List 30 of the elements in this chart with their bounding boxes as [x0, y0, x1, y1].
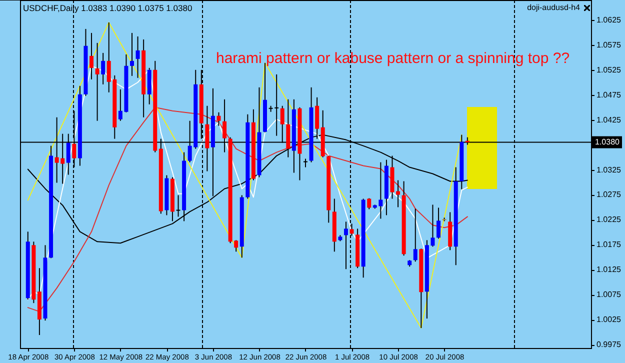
y-tick-label: 1.0425 [596, 115, 622, 124]
y-tick-label: 1.0275 [596, 190, 622, 200]
candlestick [436, 207, 441, 240]
y-tick-label: 1.0625 [596, 15, 622, 24]
candlestick [413, 208, 418, 262]
y-tick-label: 1.0025 [596, 315, 622, 324]
y-tick-label: 1.0125 [596, 265, 622, 274]
candlestick [350, 223, 354, 236]
y-tick-label: 1.0225 [596, 215, 622, 224]
y-tick-label: 1.0475 [596, 90, 622, 100]
line-series [27, 22, 462, 329]
y-tick-label: 1.0525 [596, 65, 622, 74]
ref-line-label: 1.0380 [595, 137, 620, 146]
candlestick [136, 36, 140, 78]
y-tick-label: 0.9975 [596, 340, 622, 350]
candlestick [90, 32, 94, 80]
annotation: doji-audusd-h4 [527, 3, 581, 12]
candlestick [367, 198, 372, 210]
y-tick-label: 1.0575 [596, 40, 622, 50]
y-tick-label: 1.0325 [596, 165, 622, 174]
annotation: harami pattern or kabuse pattern or a spinning top ?? [216, 50, 570, 67]
y-tick-label: 1.0075 [596, 290, 622, 300]
candlestick [101, 52, 106, 85]
line-series [27, 106, 468, 312]
candlestick [130, 32, 134, 76]
candlestick [344, 221, 348, 270]
chart-title: USDCHF,Daily 1.0383 1.0390 1.0375 1.0380 [23, 3, 192, 13]
candlestick [216, 112, 221, 126]
candlestick [95, 42, 100, 122]
y-tick-label: 1.0175 [596, 240, 622, 250]
